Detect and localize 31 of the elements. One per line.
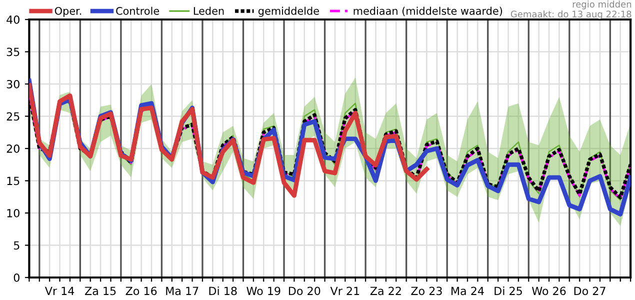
x-tick-label: Di 25 — [494, 286, 522, 296]
legend-label: Controle — [116, 6, 160, 15]
y-tick-label: 10 — [7, 208, 20, 218]
x-tick-label: Zo 16 — [126, 286, 157, 296]
x-tick-label: Wo 26 — [532, 286, 566, 296]
x-tick-label: Vr 21 — [330, 286, 360, 295]
x-tick-label: Do 20 — [288, 286, 320, 296]
x-tick-label: Do 27 — [574, 286, 606, 296]
y-tick-label: 35 — [6, 48, 20, 56]
y-tick-label: 15 — [7, 176, 20, 186]
y-tick-label: 5 — [14, 241, 20, 250]
x-tick-label: Za 22 — [370, 286, 401, 296]
legend-label: gemiddelde — [258, 6, 319, 17]
y-tick-label: 30 — [6, 80, 20, 88]
x-tick-label: Di 18 — [209, 286, 237, 296]
x-tick-label: Zo 23 — [411, 286, 442, 296]
legend-label: Oper. — [54, 6, 82, 17]
y-tick-label: 40 — [6, 15, 20, 24]
y-tick-label: 25 — [6, 112, 20, 121]
legend-label: mediaan (middelste waarde) — [354, 6, 502, 16]
legend-label: Leden — [194, 6, 224, 15]
x-tick-label: Vr 14 — [44, 286, 74, 295]
text: regio midden — [572, 0, 632, 10]
x-tick-label: Za 15 — [85, 286, 116, 296]
y-tick-label: 20 — [6, 144, 20, 153]
line-series — [29, 83, 429, 198]
x-tick-label: Ma 24 — [452, 286, 484, 296]
x-tick-label: Ma 17 — [166, 286, 198, 296]
x-tick-label: Wo 19 — [246, 286, 280, 296]
text: Gemaakt: do 13 aug 22:18 — [510, 10, 632, 20]
y-tick-label: 0 — [14, 273, 20, 282]
